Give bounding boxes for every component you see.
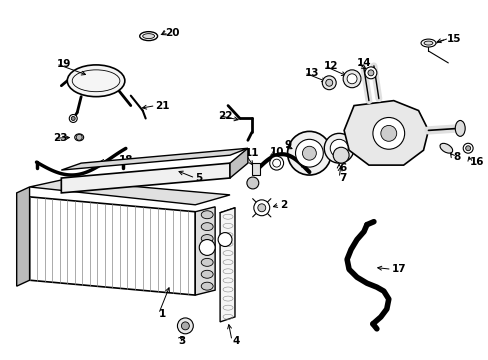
Text: 12: 12 [324,61,338,71]
Ellipse shape [75,134,83,141]
Polygon shape [195,207,215,295]
Circle shape [465,146,469,151]
Circle shape [218,233,231,247]
Text: 14: 14 [356,58,371,68]
Circle shape [246,177,258,189]
Circle shape [325,79,332,86]
Ellipse shape [439,143,452,153]
Text: 5: 5 [195,173,202,183]
Ellipse shape [423,41,432,45]
Ellipse shape [454,121,464,136]
Ellipse shape [142,33,154,39]
Ellipse shape [201,258,213,266]
Circle shape [199,239,215,255]
Ellipse shape [201,211,213,219]
Text: 17: 17 [391,264,406,274]
Polygon shape [344,100,427,165]
Ellipse shape [201,282,213,290]
Circle shape [71,117,75,121]
Text: 3: 3 [178,336,185,346]
Polygon shape [229,148,247,178]
Text: 18: 18 [119,155,133,165]
Polygon shape [29,180,229,205]
Circle shape [302,146,316,160]
Circle shape [329,139,347,157]
Text: 11: 11 [307,153,321,163]
Text: 7: 7 [339,173,346,183]
Circle shape [367,70,373,76]
Circle shape [324,133,353,163]
Circle shape [343,70,360,88]
Text: 4: 4 [231,336,239,346]
Text: 15: 15 [446,34,460,44]
Circle shape [322,76,336,90]
Text: 6: 6 [339,163,346,173]
Text: 20: 20 [165,28,180,38]
Circle shape [332,147,348,163]
Text: 21: 21 [155,100,170,111]
Text: 13: 13 [304,68,318,78]
Text: 1: 1 [158,309,165,319]
Circle shape [364,67,376,79]
Polygon shape [61,148,247,170]
Circle shape [181,322,189,330]
Circle shape [380,125,396,141]
Circle shape [177,318,193,334]
Circle shape [69,114,77,122]
Circle shape [287,131,330,175]
Text: 2: 2 [279,200,286,210]
Text: 11: 11 [244,148,259,158]
Ellipse shape [67,65,124,96]
Circle shape [257,204,265,212]
Circle shape [372,117,404,149]
Ellipse shape [201,247,213,255]
Polygon shape [220,208,235,322]
Bar [251,163,259,175]
Text: 8: 8 [452,152,460,162]
Circle shape [295,139,323,167]
Circle shape [269,156,283,170]
Text: 22: 22 [218,111,232,121]
Polygon shape [61,163,229,193]
Text: 23: 23 [53,133,68,143]
Circle shape [346,74,356,84]
Polygon shape [29,197,195,295]
Text: 10: 10 [269,147,284,157]
Circle shape [253,200,269,216]
Circle shape [76,134,82,140]
Ellipse shape [201,223,213,231]
Ellipse shape [201,270,213,278]
Ellipse shape [201,235,213,243]
Circle shape [462,143,472,153]
Polygon shape [17,187,29,286]
Ellipse shape [420,39,435,47]
Ellipse shape [140,32,157,41]
Text: 16: 16 [469,157,484,167]
Text: 19: 19 [56,59,71,69]
Text: 9: 9 [284,140,291,150]
